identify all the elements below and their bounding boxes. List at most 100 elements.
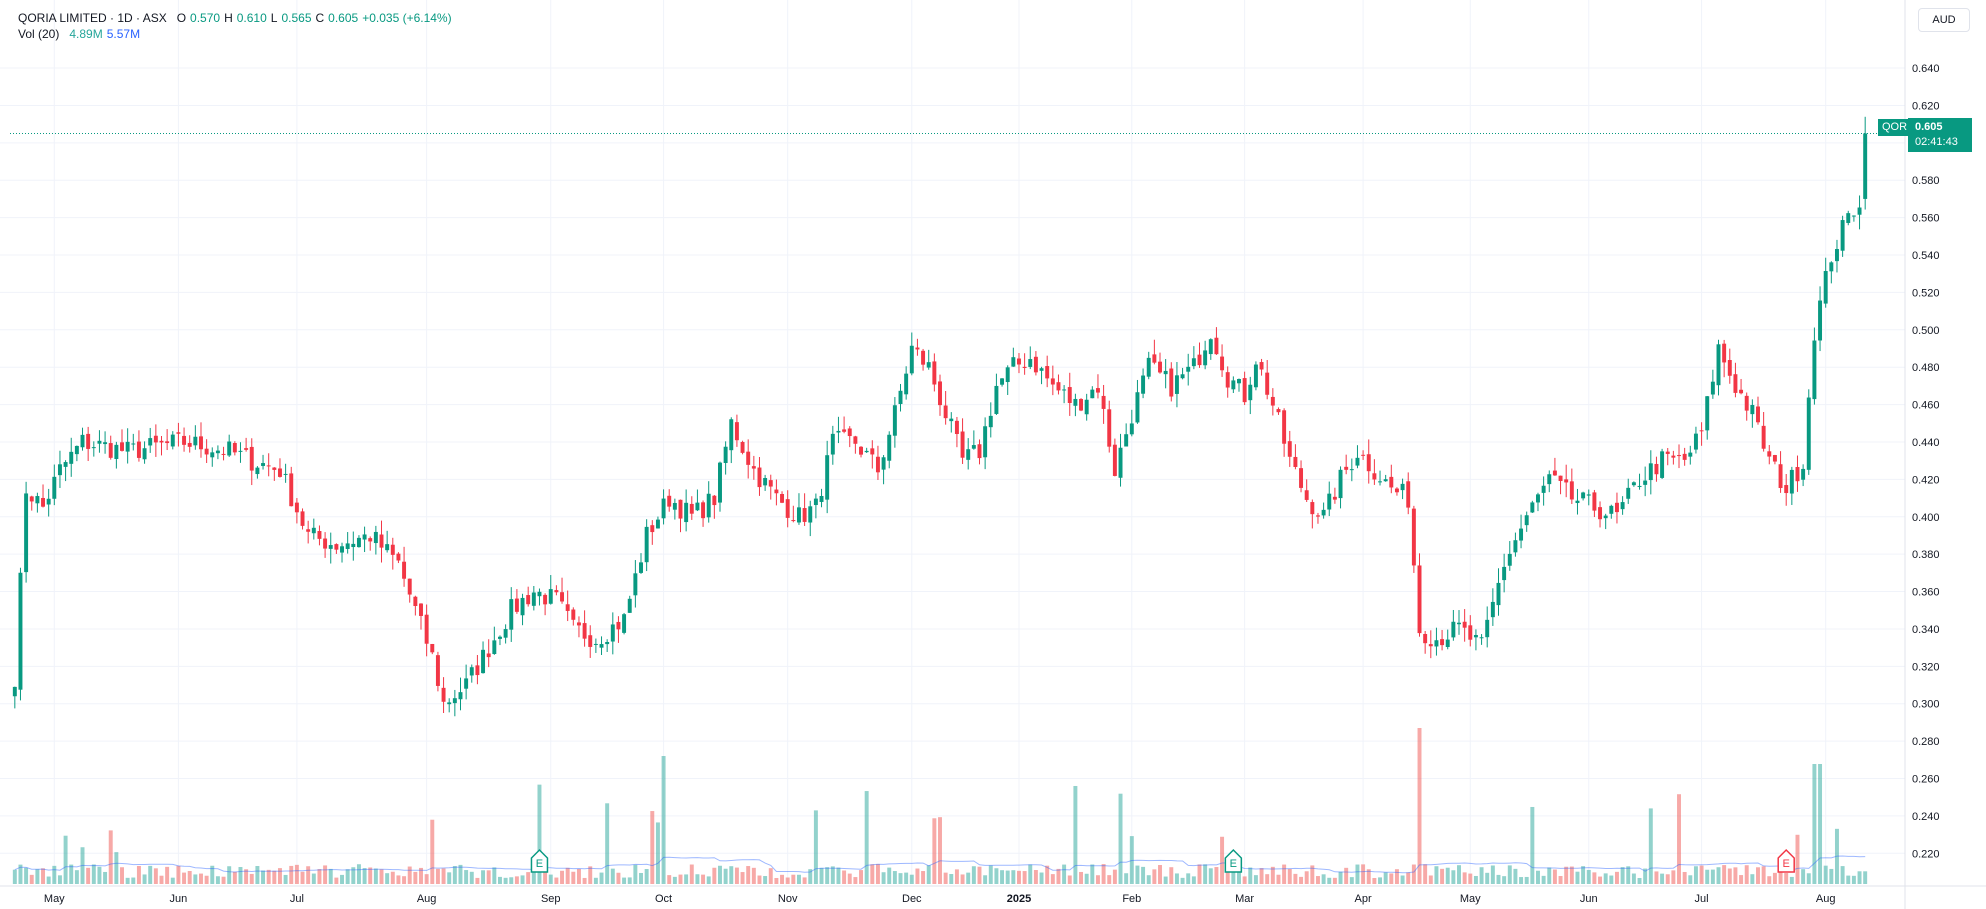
volume-bar (1818, 764, 1823, 884)
time-tick-label: Jul (1695, 893, 1709, 905)
volume-bar (345, 869, 350, 884)
volume-bar (1242, 876, 1247, 884)
volume-bar (1688, 875, 1693, 884)
candle-body (452, 698, 457, 704)
volume-bar (1372, 877, 1377, 884)
volume-bar (277, 868, 282, 884)
candle-body (1530, 502, 1535, 513)
candle-body (1457, 622, 1461, 625)
candle-body (492, 640, 497, 655)
volume-bar (1840, 866, 1845, 884)
candle-body (548, 589, 553, 604)
volume-bar (317, 869, 322, 884)
volume-bar (859, 870, 863, 884)
candle-body (661, 498, 666, 519)
candle-body (441, 687, 446, 702)
candle-body (1135, 392, 1140, 423)
candle-body (1338, 469, 1343, 499)
volume-bar (1490, 865, 1495, 884)
volume-bar (1050, 874, 1055, 884)
volume-label[interactable]: Vol (20) (18, 27, 60, 41)
volume-bar (904, 872, 909, 884)
volume-bar (718, 865, 722, 884)
time-axis[interactable]: May Jun Jul Aug Sep Oct Nov Dec 2025 Feb Mar Apr May… (0, 885, 1986, 905)
price-axis[interactable]: 0.220 0.240 0.260 0.280 0.300 0.320 0.340 0.360… (1904, 0, 1940, 909)
candle-body (1124, 434, 1129, 447)
volume-bar (1022, 871, 1027, 884)
volume-bar (498, 876, 502, 884)
candle-body (136, 441, 141, 458)
candle-body (1716, 344, 1721, 386)
volume-bar (311, 873, 316, 884)
candle-body (153, 435, 158, 443)
close-value: 0.605 (328, 11, 359, 25)
candle-body (1440, 639, 1445, 646)
last-price-value: 0.605 (1915, 121, 1943, 133)
candle-body (830, 433, 835, 455)
candle-body (176, 432, 181, 434)
volume-bar (407, 866, 412, 884)
earnings-marker-icon (1777, 848, 1795, 873)
candle-body (1191, 358, 1196, 367)
volume-bar (1299, 876, 1304, 884)
volume-bar (881, 872, 886, 884)
candle-body (1834, 249, 1839, 262)
candle-body (740, 441, 745, 453)
volume-bar (560, 870, 565, 884)
volume-ma-path (14, 855, 1866, 874)
volume-bar (576, 869, 581, 884)
volume-bar (1575, 871, 1580, 884)
volume-bar (323, 865, 328, 884)
candle-body (1767, 451, 1772, 457)
candle-body (1778, 464, 1783, 488)
last-price-label: 0.605 02:41:43 (1908, 118, 1972, 152)
currency-button[interactable]: AUD (1918, 8, 1970, 32)
candle-body (514, 598, 519, 612)
candle-body (977, 444, 982, 459)
volume-bar (684, 874, 689, 884)
volume-bar (91, 864, 96, 884)
candle-body (1050, 378, 1055, 385)
volume-bar (655, 822, 660, 884)
volume-bar (1507, 865, 1512, 884)
candle-body (650, 525, 655, 533)
volume-bar (1174, 873, 1179, 884)
volume-ma-line (14, 855, 1866, 874)
volume-bar (232, 871, 237, 884)
candle-body (323, 538, 328, 549)
volume-bar (435, 868, 440, 884)
volume-bar (864, 791, 869, 884)
volume-bar (842, 870, 847, 884)
volume-bar (1434, 866, 1439, 884)
candle-body (943, 405, 948, 419)
candle-body (509, 599, 514, 630)
volume-bar (751, 867, 756, 884)
volume-bar (1778, 870, 1783, 884)
volume-bar (1756, 867, 1760, 884)
volume-bar (441, 868, 446, 884)
candle-body (695, 502, 700, 511)
candle-body (1592, 492, 1597, 511)
candle-body (402, 561, 407, 579)
volume-bar (1473, 875, 1478, 884)
candle-body (486, 653, 491, 658)
volume-bar (892, 871, 897, 884)
volume-bar (768, 868, 773, 884)
candle-body (1423, 633, 1428, 644)
earnings-marker-label: E (536, 858, 543, 870)
candle-body (526, 595, 531, 605)
candle-body (746, 451, 751, 465)
volume-bar (706, 876, 711, 884)
candle-body (368, 538, 373, 542)
candle-body (1581, 492, 1586, 499)
candle-body (689, 503, 694, 514)
candle-body (1434, 640, 1439, 647)
volume-bar (266, 869, 271, 884)
candle-body (1507, 553, 1512, 566)
volume-bar (1394, 869, 1399, 884)
candle-body (1795, 467, 1800, 482)
symbol-title[interactable]: QORIA LIMITED · 1D · ASX (18, 11, 167, 25)
candle-body (1197, 354, 1202, 366)
